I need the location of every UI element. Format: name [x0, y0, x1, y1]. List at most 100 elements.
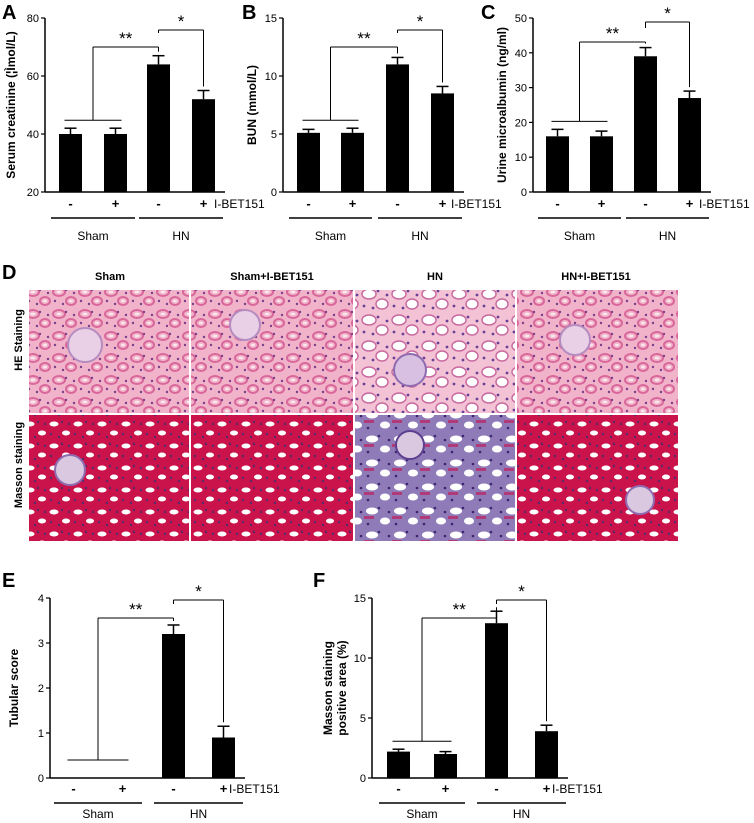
bar	[546, 136, 569, 192]
treatment-sign: -	[68, 196, 72, 211]
treatment-sign: -	[555, 196, 559, 211]
bar	[341, 132, 364, 192]
y-tick-label: 80	[27, 13, 39, 25]
treatment-sign: +	[686, 196, 694, 211]
treatment-sign: +	[119, 781, 127, 796]
y-tick-label: 1	[38, 728, 44, 740]
glomerulus	[559, 324, 591, 356]
treatment-sign: +	[442, 781, 450, 796]
row-label-he: HE Staining	[13, 309, 25, 371]
group-label: HN	[190, 807, 207, 821]
group-label: Sham	[406, 807, 437, 821]
glomerulus	[625, 485, 655, 515]
significance-marker: *	[195, 582, 202, 601]
treatment-sign: +	[220, 781, 228, 796]
y-tick-label: 10	[265, 71, 277, 83]
bar	[431, 93, 454, 192]
glomerulus	[395, 430, 425, 460]
y-axis-label: Urine microalbumin (ng/ml)	[495, 27, 509, 183]
group-label: Sham	[82, 807, 113, 821]
row-label-masson: Masson staining	[13, 422, 25, 508]
bar	[434, 754, 457, 778]
bar	[386, 64, 409, 192]
treatment-sign: -	[396, 781, 400, 796]
treatment-label: I-BET151	[214, 197, 265, 211]
y-tick-label: 10	[515, 152, 527, 164]
treatment-sign: +	[439, 196, 447, 211]
y-tick-label: 3	[38, 638, 44, 650]
group-label: HN	[513, 807, 530, 821]
significance-marker: **	[606, 24, 620, 43]
y-tick-label: 5	[271, 129, 277, 141]
y-tick-label: 2	[38, 683, 44, 695]
significance-marker: *	[518, 582, 525, 601]
y-tick-label: 20	[27, 187, 39, 199]
treatment-sign: -	[156, 196, 160, 211]
glomerulus	[393, 353, 427, 387]
significance-marker: **	[453, 600, 467, 619]
y-axis-label: Masson staining	[321, 641, 335, 735]
treatment-label: I-BET151	[451, 197, 502, 211]
panel-letter-e: E	[2, 570, 15, 592]
bar	[59, 134, 82, 192]
significance-marker: **	[357, 29, 371, 48]
bar	[212, 737, 235, 778]
treatment-label: I-BET151	[229, 782, 280, 796]
histology-image-masson-hn	[355, 415, 515, 541]
y-tick-label: 0	[360, 773, 366, 785]
histology-image-he-hn-ibet	[517, 290, 678, 413]
bar	[104, 134, 127, 192]
histology-image-he-sham-ibet	[191, 290, 353, 413]
histology-title-hn-ibet: HN+I-BET151	[561, 271, 630, 283]
treatment-sign: +	[543, 781, 551, 796]
y-tick-label: 0	[521, 187, 527, 199]
histology-title-sham: Sham	[95, 271, 125, 283]
y-axis-label: BUN (mmol/L)	[245, 65, 259, 145]
group-label: HN	[411, 229, 428, 243]
y-tick-label: 0	[271, 187, 277, 199]
bar	[634, 56, 657, 192]
y-axis-label: positive area (%)	[335, 640, 349, 735]
glomerulus	[67, 327, 103, 363]
y-tick-label: 0	[38, 773, 44, 785]
y-tick-label: 4	[38, 593, 44, 605]
y-tick-label: 30	[515, 83, 527, 95]
y-axis-label: Serum creatinine (¦Ìmol/L)	[3, 31, 18, 178]
histology-panel: Sham Sham+I-BET151 HN HN+I-BET151 HE Sta…	[13, 271, 678, 541]
y-tick-label: 50	[515, 13, 527, 25]
histology-image-he-hn	[355, 290, 515, 413]
y-tick-label: 15	[265, 13, 277, 25]
bar	[162, 634, 185, 778]
y-tick-label: 40	[27, 129, 39, 141]
bar	[590, 136, 613, 192]
y-tick-label: 15	[354, 593, 366, 605]
treatment-sign: +	[598, 196, 606, 211]
y-tick-label: 40	[515, 48, 527, 60]
significance-marker: **	[119, 29, 133, 48]
treatment-sign: -	[71, 781, 75, 796]
group-label: HN	[659, 229, 676, 243]
panel-letter-b: B	[242, 2, 256, 24]
histology-title-hn: HN	[427, 271, 443, 283]
significance-marker: **	[129, 600, 143, 619]
group-label: Sham	[564, 229, 595, 243]
y-tick-label: 10	[354, 653, 366, 665]
panel-letter-a: A	[2, 2, 16, 24]
treatment-sign: -	[494, 781, 498, 796]
histology-image-masson-sham	[29, 415, 189, 541]
bar	[387, 751, 410, 778]
bar	[485, 623, 508, 778]
y-axis-label: Tubular score	[7, 648, 21, 727]
treatment-label: I-BET151	[552, 782, 603, 796]
significance-marker: *	[664, 4, 671, 23]
significance-marker: *	[178, 12, 185, 31]
glomerulus	[229, 309, 261, 341]
treatment-sign: +	[112, 196, 120, 211]
treatment-sign: -	[171, 781, 175, 796]
histology-image-he-sham	[29, 290, 189, 413]
group-label: Sham	[77, 229, 108, 243]
panel-letter-f: F	[313, 570, 325, 592]
treatment-sign: +	[200, 196, 208, 211]
